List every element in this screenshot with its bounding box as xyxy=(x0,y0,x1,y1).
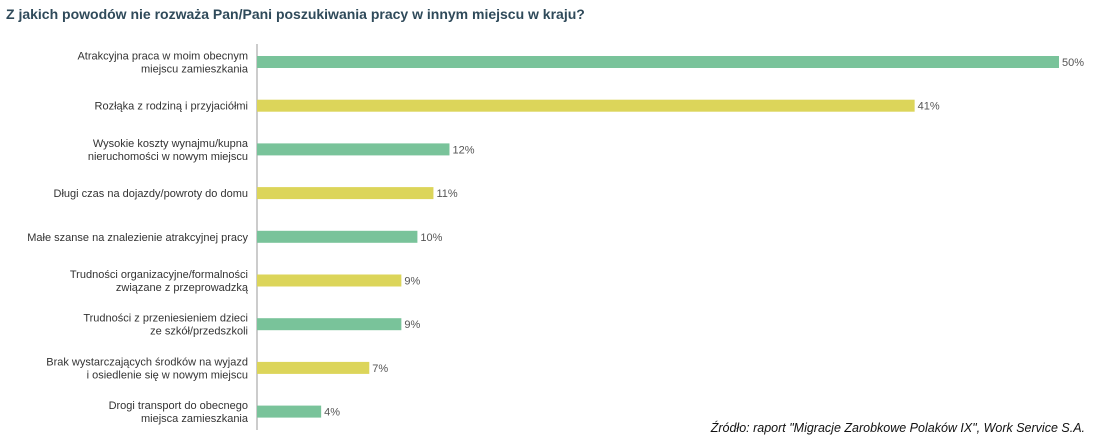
category-label-7: Trudności z przeniesieniem dzieci ze szkó… xyxy=(83,313,248,338)
data-label-2: 41% xyxy=(918,101,940,113)
chart-title: Z jakich powodów nie rozważa Pan/Pani po… xyxy=(6,6,585,22)
category-label-line: ze szkół/przedszkoli xyxy=(150,326,248,338)
category-label-line: Trudności z przeniesieniem dzieci xyxy=(83,313,248,325)
category-label-5: Małe szanse na znalezienie atrakcyjnej p… xyxy=(27,232,248,244)
category-label-line: Atrakcyjna praca w moim obecnym xyxy=(77,51,248,63)
bar-2 xyxy=(257,99,915,112)
category-label-1: Atrakcyjna praca w moim obecnym miejscu z… xyxy=(77,51,248,76)
category-label-6: Trudności organizacyjne/formalności związ… xyxy=(70,269,249,294)
data-label-1: 50% xyxy=(1062,57,1084,69)
data-label-5: 10% xyxy=(420,232,442,244)
category-labels-group: Atrakcyjna praca w moim obecnym miejscu z… xyxy=(27,51,249,426)
category-label-line: Drogi transport do obecnego xyxy=(109,400,248,412)
data-label-8: 7% xyxy=(372,363,388,375)
category-label-line: Trudności organizacyjne/formalności xyxy=(70,269,248,281)
bar-5 xyxy=(257,230,418,243)
category-label-line: miejsca zamieszkania xyxy=(141,413,249,425)
category-label-line: Rozłąka z rodziną i przyjaciółmi xyxy=(95,101,248,113)
bar-3 xyxy=(257,143,450,156)
data-label-4: 11% xyxy=(436,188,457,200)
bars-group: 50% 41% 12% 11% 10% 9% 9% 7% 4% xyxy=(257,56,1084,419)
bar-7 xyxy=(257,318,402,331)
category-label-line: Małe szanse na znalezienie atrakcyjnej p… xyxy=(27,232,248,244)
category-label-line: związane z przeprowadzką xyxy=(116,282,249,294)
bar-6 xyxy=(257,274,402,287)
category-label-2: Rozłąka z rodziną i przyjaciółmi xyxy=(95,101,248,113)
category-label-3: Wysokie koszty wynajmu/kupna nieruchomośc… xyxy=(88,138,249,163)
category-label-line: Długi czas na dojazdy/powroty do domu xyxy=(54,188,248,200)
bar-9 xyxy=(257,405,322,418)
category-label-line: Brak wystarczających środków na wyjazd xyxy=(46,356,248,368)
category-label-9: Drogi transport do obecnego miejsca zamie… xyxy=(109,400,249,425)
bar-4 xyxy=(257,187,434,200)
category-label-8: Brak wystarczających środków na wyjazd i … xyxy=(46,356,248,381)
category-label-4: Długi czas na dojazdy/powroty do domu xyxy=(54,188,248,200)
bar-1 xyxy=(257,56,1059,68)
data-label-6: 9% xyxy=(404,276,420,288)
category-label-line: i osiedlenie się w nowym miejscu xyxy=(87,369,248,381)
category-label-line: Wysokie koszty wynajmu/kupna xyxy=(93,138,249,150)
source-note: Źródło: raport "Migracje Zarobkowe Polak… xyxy=(710,420,1085,435)
data-label-7: 9% xyxy=(404,319,420,331)
category-label-line: miejscu zamieszkania xyxy=(141,64,249,76)
data-label-9: 4% xyxy=(324,407,340,419)
bar-8 xyxy=(257,361,370,374)
data-label-3: 12% xyxy=(452,144,474,156)
category-label-line: nieruchomości w nowym miejscu xyxy=(88,151,248,163)
